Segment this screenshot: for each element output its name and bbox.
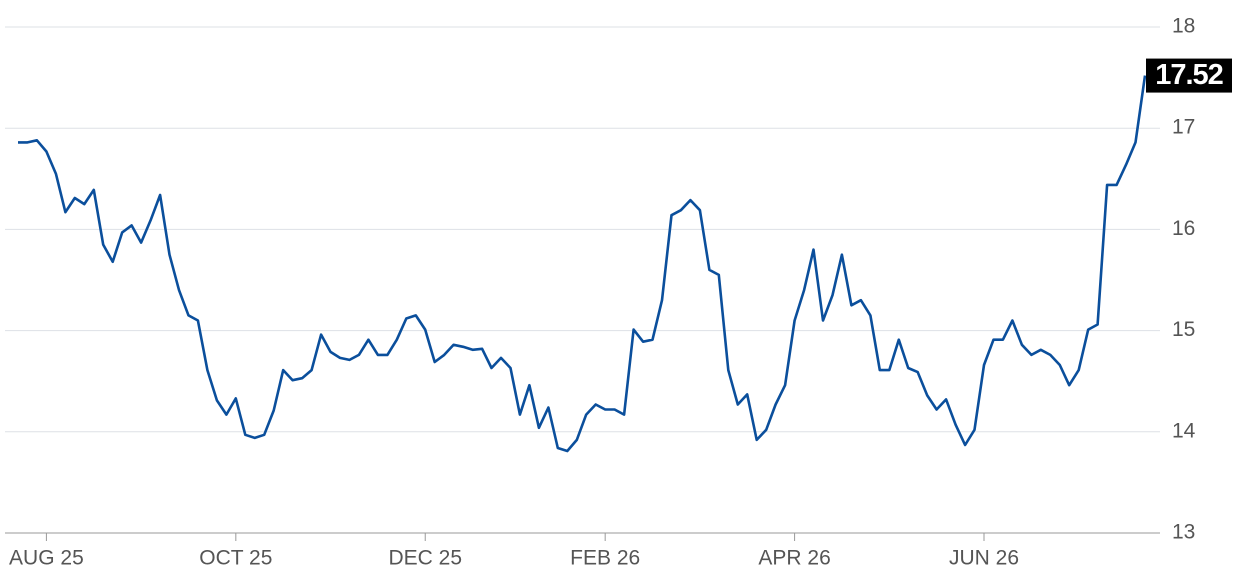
x-tick-label: APR 26 bbox=[758, 547, 830, 570]
price-line bbox=[18, 75, 1147, 453]
y-tick-label: 14 bbox=[1172, 419, 1196, 442]
y-tick-label: 18 bbox=[1172, 15, 1195, 38]
last-value-badge bbox=[1146, 58, 1232, 93]
x-tick-label: DEC 25 bbox=[388, 547, 462, 570]
y-tick-label: 16 bbox=[1172, 217, 1195, 240]
x-tick-label: AUG 25 bbox=[9, 547, 84, 570]
y-tick-label: 13 bbox=[1172, 521, 1195, 544]
y-tick-label: 17 bbox=[1172, 116, 1195, 139]
x-tick-label: OCT 25 bbox=[199, 547, 272, 570]
last-value-label: 17.52 bbox=[1155, 59, 1223, 91]
x-tick-label: JUN 26 bbox=[949, 547, 1019, 570]
x-tick-label: FEB 26 bbox=[570, 547, 640, 570]
y-tick-label: 15 bbox=[1172, 318, 1195, 341]
